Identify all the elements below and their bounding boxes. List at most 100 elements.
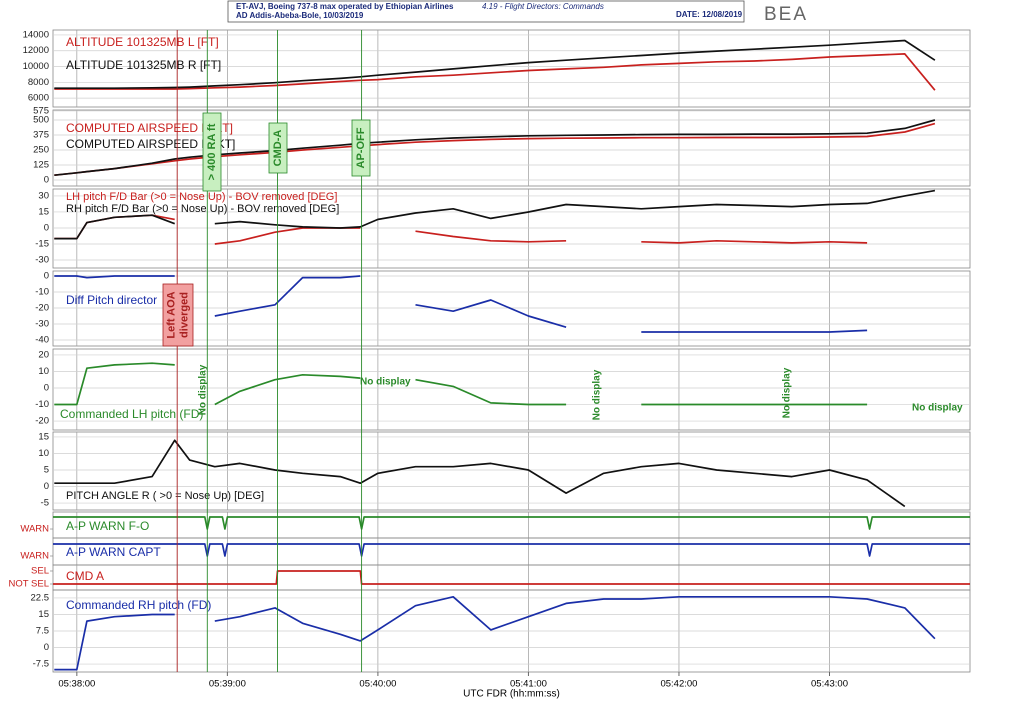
event-box: [351, 119, 371, 177]
y-tick-label: 250: [33, 144, 49, 155]
header-section: 4.19 - Flight Directors: Commands: [482, 2, 604, 11]
data-line: [53, 516, 970, 530]
y-tick-label: WARN: [20, 524, 49, 535]
legend-label: COMPUTED AIRSPEED R [KT]: [66, 137, 235, 151]
legend-label: LH pitch F/D Bar (>0 = Nose Up) - BOV re…: [66, 191, 337, 203]
event-label: diverged: [178, 292, 190, 338]
y-tick-label: SEL: [31, 566, 49, 577]
y-tick-label: -10: [35, 286, 49, 297]
x-tick-label: 05:41:00: [510, 679, 547, 690]
data-line: [54, 39, 936, 90]
y-tick-label: -20: [35, 302, 49, 313]
data-line: [54, 119, 936, 177]
y-tick-label: 22.5: [31, 592, 50, 603]
y-tick-label: -7.5: [33, 659, 49, 670]
panel-frame: [52, 564, 971, 591]
y-tick-label: 30: [38, 190, 49, 201]
event-box: [202, 112, 222, 192]
data-line: [54, 214, 868, 245]
panel-frame: [52, 270, 971, 347]
panel-frame: [52, 348, 971, 431]
annotation: No display: [198, 364, 209, 415]
panel-frame: [52, 537, 971, 566]
y-tick-label: 10: [38, 448, 49, 459]
y-tick-label: 0: [44, 270, 49, 281]
y-tick-label: 0: [44, 222, 49, 233]
x-tick-label: 05:38:00: [58, 679, 95, 690]
y-tick-label: 0: [44, 383, 49, 394]
panel-frame: [52, 431, 971, 511]
event-label: > 400 RA ft: [206, 123, 218, 180]
y-tick-label: WARN: [20, 551, 49, 562]
y-tick-label: 15: [38, 609, 49, 620]
annotation: No display: [360, 377, 411, 388]
y-tick-label: 15: [38, 206, 49, 217]
legend-label: COMPUTED AIRSPEED L [KT]: [66, 121, 233, 135]
x-tick-label: 05:43:00: [811, 679, 848, 690]
y-tick-label: 10: [38, 366, 49, 377]
y-tick-label: 6000: [28, 93, 49, 104]
data-line: [54, 439, 906, 508]
legend-label: RH pitch F/D Bar (>0 = Nose Up) - BOV re…: [66, 203, 339, 215]
data-line: [54, 595, 936, 671]
panel-frame: [52, 511, 971, 539]
x-axis-label: UTC FDR (hh:mm:ss): [463, 689, 560, 700]
y-tick-label: 15: [38, 431, 49, 442]
annotation: No display: [912, 403, 963, 414]
y-tick-label: 0: [44, 481, 49, 492]
logo: BEA: [764, 4, 808, 25]
data-line: [54, 275, 868, 333]
y-tick-label: -15: [35, 238, 49, 249]
y-tick-label: 0: [44, 642, 49, 653]
legend-label: Diff Pitch director: [66, 293, 157, 307]
event-label: CMD-A: [272, 130, 284, 167]
y-tick-label: 5: [44, 465, 49, 476]
event-label: AP-OFF: [355, 127, 367, 168]
data-line: [54, 122, 936, 177]
y-tick-label: 7.5: [36, 626, 49, 637]
annotation: No display: [592, 369, 603, 420]
event-box: [268, 122, 288, 174]
legend-label: Commanded RH pitch (FD): [66, 598, 211, 612]
x-tick-label: 05:40:00: [359, 679, 396, 690]
legend-label: ALTITUDE 101325MB R [FT]: [66, 58, 221, 72]
y-tick-label: 8000: [28, 77, 49, 88]
event-label: Left AOA: [165, 291, 177, 338]
x-tick-label: 05:42:00: [660, 679, 697, 690]
y-tick-label: 14000: [23, 29, 49, 40]
data-line: [54, 189, 936, 240]
header-aircraft: ET-AVJ, Boeing 737-8 max operated by Eth…: [236, 2, 454, 11]
legend-label: A-P WARN F-O: [66, 519, 149, 533]
y-tick-label: NOT SEL: [9, 579, 49, 590]
y-tick-label: 10000: [23, 61, 49, 72]
event-box: [162, 283, 194, 347]
y-tick-label: 500: [33, 114, 49, 125]
legend-label: PITCH ANGLE R ( >0 = Nose Up) [DEG]: [66, 490, 264, 502]
y-tick-label: 20: [38, 349, 49, 360]
panel-frame: [52, 29, 971, 108]
y-tick-label: -20: [35, 416, 49, 427]
data-line: [53, 543, 970, 557]
legend-label: CMD A: [66, 569, 104, 583]
annotation: No display: [782, 367, 793, 418]
data-line: [54, 362, 868, 406]
legend-label: Commanded LH pitch (FD): [60, 407, 203, 421]
y-tick-label: -30: [35, 319, 49, 330]
panel-frame: [52, 188, 971, 269]
legend-label: A-P WARN CAPT: [66, 545, 161, 559]
header-date: DATE: 12/08/2019: [676, 10, 743, 19]
y-tick-label: 575: [33, 105, 49, 116]
y-tick-label: 12000: [23, 45, 49, 56]
y-tick-label: 125: [33, 160, 49, 171]
y-tick-label: -10: [35, 399, 49, 410]
header-location: AD Addis-Abeba-Bole, 10/03/2019: [236, 11, 364, 20]
legend-label: ALTITUDE 101325MB L [FT]: [66, 35, 219, 49]
y-tick-label: 375: [33, 129, 49, 140]
x-tick-label: 05:39:00: [209, 679, 246, 690]
header-box: [227, 0, 745, 23]
y-tick-label: -30: [35, 255, 49, 266]
y-tick-label: -40: [35, 335, 49, 346]
y-tick-label: -5: [41, 498, 49, 509]
